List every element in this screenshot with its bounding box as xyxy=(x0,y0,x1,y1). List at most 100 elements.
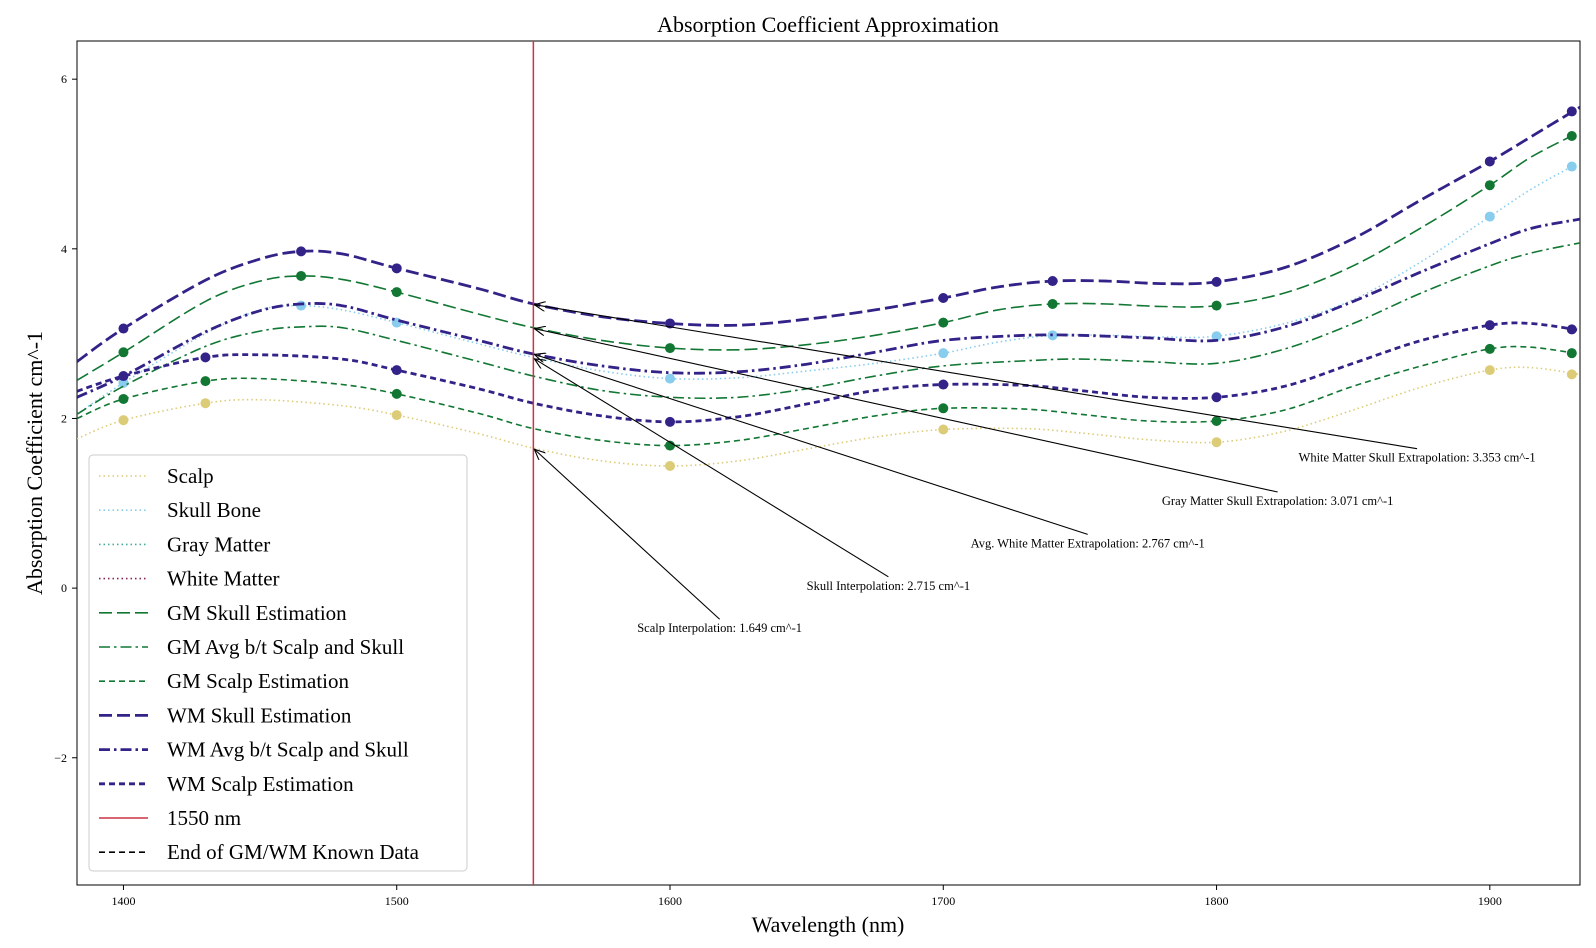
data-point xyxy=(938,293,949,304)
data-point xyxy=(665,343,676,354)
series-line xyxy=(77,366,1580,467)
data-point xyxy=(938,348,949,359)
x-tick-label: 1500 xyxy=(385,894,409,908)
annotation-arrow xyxy=(534,305,1418,450)
series-scalp xyxy=(77,365,1580,471)
data-point xyxy=(665,416,676,427)
legend-label: GM Scalp Estimation xyxy=(167,669,349,693)
legend-entry: WM Skull Estimation xyxy=(99,703,352,727)
data-point xyxy=(1484,156,1495,167)
legend-entry: WM Avg b/t Scalp and Skull xyxy=(99,738,409,762)
annotation-arrow xyxy=(534,329,1278,493)
series-wm-scalp-estimation xyxy=(77,320,1580,427)
y-tick-label: 6 xyxy=(61,72,67,86)
annotation-text: Gray Matter Skull Extrapolation: 3.071 c… xyxy=(1162,494,1394,508)
series-line xyxy=(77,345,1580,447)
data-point xyxy=(296,300,307,311)
data-point xyxy=(391,410,402,421)
y-tick-label: 4 xyxy=(61,242,67,256)
series-line xyxy=(77,217,1580,399)
data-point xyxy=(391,365,402,376)
data-point xyxy=(1484,320,1495,331)
x-tick-label: 1700 xyxy=(931,894,955,908)
series-line xyxy=(77,321,1580,424)
legend-entry: GM Scalp Estimation xyxy=(99,669,349,693)
x-axis-label: Wavelength (nm) xyxy=(752,912,905,937)
data-point xyxy=(1484,365,1495,376)
data-point xyxy=(1566,106,1577,117)
data-point xyxy=(118,323,129,334)
legend-entry: GM Avg b/t Scalp and Skull xyxy=(99,635,404,659)
data-point xyxy=(1566,369,1577,380)
data-point xyxy=(665,460,676,471)
legend-label: Skull Bone xyxy=(167,498,261,522)
data-point xyxy=(391,388,402,399)
data-point xyxy=(391,263,402,274)
legend-entry: Gray Matter xyxy=(99,532,270,556)
data-point xyxy=(1211,416,1222,427)
annotation: Scalp Interpolation: 1.649 cm^-1 xyxy=(534,449,802,635)
annotation-arrow xyxy=(534,359,889,578)
data-point xyxy=(1047,276,1058,287)
series-line xyxy=(77,131,1580,381)
annotation-arrow xyxy=(534,354,1088,535)
chart-title: Absorption Coefficient Approximation xyxy=(657,12,999,37)
data-point xyxy=(1211,437,1222,448)
data-point xyxy=(938,403,949,414)
x-tick-label: 1800 xyxy=(1205,894,1229,908)
legend-entry: 1550 nm xyxy=(99,806,241,830)
legend-label: GM Skull Estimation xyxy=(167,601,347,625)
series-wm-avg-b-t-scalp-and-skull xyxy=(77,217,1580,399)
legend-label: Scalp xyxy=(167,464,214,488)
data-point xyxy=(1211,276,1222,287)
data-point xyxy=(1211,300,1222,311)
annotation: Avg. White Matter Extrapolation: 2.767 c… xyxy=(534,354,1205,550)
legend-label: GM Avg b/t Scalp and Skull xyxy=(167,635,404,659)
x-tick-label: 1600 xyxy=(658,894,682,908)
legend-entry: WM Scalp Estimation xyxy=(99,772,354,796)
series-wm-skull-estimation xyxy=(77,105,1580,363)
legend-box xyxy=(88,454,468,872)
data-point xyxy=(296,270,307,281)
tick-layer: 1400 1500 1600 1700 1800 1900 −2 0 2 4 6 xyxy=(54,72,1502,908)
legend-label: WM Avg b/t Scalp and Skull xyxy=(167,738,409,762)
data-point xyxy=(938,424,949,435)
annotation-text: Avg. White Matter Extrapolation: 2.767 c… xyxy=(971,536,1205,550)
data-point xyxy=(1047,298,1058,309)
data-point xyxy=(200,352,211,363)
data-point xyxy=(1566,324,1577,335)
data-point xyxy=(1566,161,1577,172)
data-point xyxy=(118,347,129,358)
legend-entry: White Matter xyxy=(99,567,280,591)
data-point xyxy=(1484,343,1495,354)
data-point xyxy=(1566,131,1577,142)
x-tick-label: 1400 xyxy=(111,894,135,908)
data-point xyxy=(118,415,129,426)
annotation-text: Scalp Interpolation: 1.649 cm^-1 xyxy=(637,621,802,635)
annotation: Skull Interpolation: 2.715 cm^-1 xyxy=(534,359,970,593)
legend-label: WM Scalp Estimation xyxy=(167,772,354,796)
series-gm-scalp-estimation xyxy=(77,343,1580,451)
data-point xyxy=(1211,392,1222,403)
annotation-text: White Matter Skull Extrapolation: 3.353 … xyxy=(1299,451,1536,465)
x-tick-label: 1900 xyxy=(1478,894,1502,908)
data-point xyxy=(938,379,949,390)
data-point xyxy=(1211,331,1222,342)
legend-label: White Matter xyxy=(167,567,280,591)
data-point xyxy=(118,371,129,382)
legend-label: End of GM/WM Known Data xyxy=(167,840,420,864)
data-point xyxy=(200,376,211,387)
annotation-layer: Scalp Interpolation: 1.649 cm^-1 Skull In… xyxy=(534,305,1536,635)
legend-entry: End of GM/WM Known Data xyxy=(99,840,420,864)
series-gm-skull-estimation xyxy=(77,131,1580,381)
y-tick-label: 2 xyxy=(61,411,67,425)
data-point xyxy=(118,393,129,404)
series-line xyxy=(77,105,1580,363)
y-tick-label: 0 xyxy=(61,581,67,595)
annotation-arrow xyxy=(534,449,721,620)
annotation-text: Skull Interpolation: 2.715 cm^-1 xyxy=(807,579,970,593)
data-point xyxy=(1484,180,1495,191)
legend-entry: Skull Bone xyxy=(99,498,261,522)
data-point xyxy=(296,246,307,257)
